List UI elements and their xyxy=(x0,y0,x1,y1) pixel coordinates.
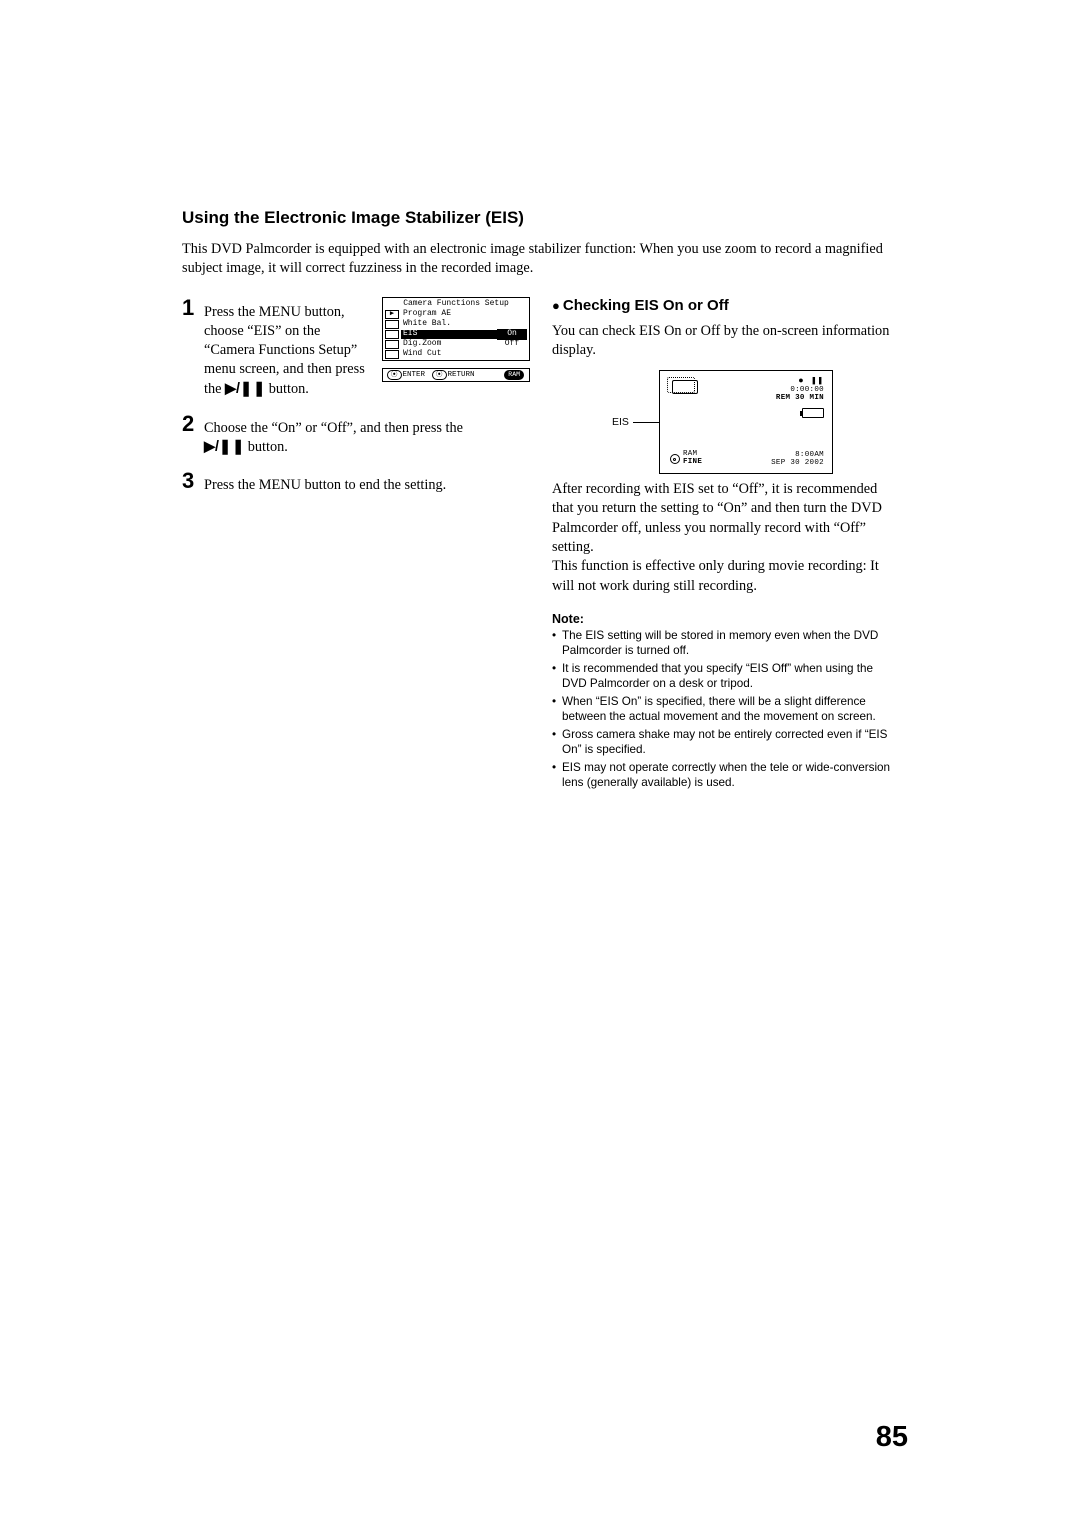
menu-footer: ⦿ENTER ⦿RETURN RAM xyxy=(382,368,530,381)
enter-pill: ⦿ xyxy=(387,370,402,379)
menu-row: White Bal. xyxy=(385,319,527,329)
play-pause-icon: ▶/❚ ❚ xyxy=(225,381,265,397)
menu-row-label: Wind Cut xyxy=(401,350,497,359)
eis-callout-label: EIS xyxy=(612,416,629,428)
play-pause-icon: ▶/❚ ❚ xyxy=(204,439,244,455)
menu-row-icon xyxy=(385,320,399,329)
columns: 1 Press the MENU button, choose “EIS” on… xyxy=(182,297,900,794)
note-item: It is recommended that you specify “EIS … xyxy=(552,662,900,692)
return-label: RETURN xyxy=(448,371,475,379)
ram-pill: RAM xyxy=(504,370,524,379)
eis-icon xyxy=(672,380,698,394)
menu-row-label: EIS xyxy=(401,330,497,339)
step-num-1: 1 xyxy=(182,297,198,319)
battery-icon xyxy=(802,408,824,418)
note-item: Gross camera shake may not be entirely c… xyxy=(552,728,900,758)
screen-clock: 8:00AM xyxy=(771,451,824,459)
note-item: When “EIS On” is specified, there will b… xyxy=(552,695,900,725)
screen-figure-wrap: EIS ● ❚❚ 0:00:00 REM 30 MIN RAM FINE xyxy=(612,370,900,474)
disc-icon xyxy=(670,454,680,464)
menu-row-label: Program AE xyxy=(401,310,497,319)
menu-row-label: Dig.Zoom xyxy=(401,340,497,349)
menu-row-icon xyxy=(385,340,399,349)
screen-bottom-left: RAM FINE xyxy=(670,451,702,467)
menu-box: Camera Functions Setup ▶Program AEWhite … xyxy=(382,297,530,362)
step-3-body: Press the MENU button to end the setting… xyxy=(204,470,446,495)
menu-row: ▶Program AE xyxy=(385,309,527,319)
step-2-text-a: Choose the “On” or “Off”, and then press… xyxy=(204,420,463,436)
step-2-body: Choose the “On” or “Off”, and then press… xyxy=(204,413,463,458)
left-column: 1 Press the MENU button, choose “EIS” on… xyxy=(182,297,530,794)
menu-row: Dig.ZoomOff xyxy=(385,339,527,349)
step-1: 1 Press the MENU button, choose “EIS” on… xyxy=(182,297,374,399)
menu-row-icon xyxy=(385,330,399,339)
screen-figure: ● ❚❚ 0:00:00 REM 30 MIN RAM FINE 8:00AM … xyxy=(659,370,833,474)
step-2: 2 Choose the “On” or “Off”, and then pre… xyxy=(182,413,530,458)
right-column: Checking EIS On or Off You can check EIS… xyxy=(552,297,900,794)
menu-row-icon: ▶ xyxy=(385,310,399,319)
menu-row-value: Off xyxy=(497,340,527,349)
menu-row: EISOn xyxy=(385,329,527,339)
step-3: 3 Press the MENU button to end the setti… xyxy=(182,470,530,495)
screen-date: SEP 30 2002 xyxy=(771,459,824,467)
note-item: EIS may not operate correctly when the t… xyxy=(552,761,900,791)
step-1-wrap: 1 Press the MENU button, choose “EIS” on… xyxy=(182,297,530,399)
screen-top-right: ● ❚❚ 0:00:00 REM 30 MIN xyxy=(776,377,824,402)
screen-ram: RAM xyxy=(683,450,697,458)
step-1-body: Press the MENU button, choose “EIS” on t… xyxy=(204,297,374,399)
enter-label: ENTER xyxy=(403,371,426,379)
step-2-text-b: button. xyxy=(244,439,288,455)
menu-row: Wind Cut xyxy=(385,349,527,359)
step-1-text-b: button. xyxy=(265,381,309,397)
step-num-2: 2 xyxy=(182,413,198,435)
notes-list: The EIS setting will be stored in memory… xyxy=(552,629,900,791)
eis-callout-line xyxy=(633,422,659,423)
menu-row-label: White Bal. xyxy=(401,320,497,329)
right-lead: You can check EIS On or Off by the on-sc… xyxy=(552,322,900,361)
step-num-3: 3 xyxy=(182,470,198,492)
screen-fine: FINE xyxy=(683,458,702,466)
menu-row-icon xyxy=(385,350,399,359)
after-text: After recording with EIS set to “Off”, i… xyxy=(552,480,900,596)
menu-figure: Camera Functions Setup ▶Program AEWhite … xyxy=(382,297,530,382)
screen-rem: REM 30 MIN xyxy=(776,394,824,402)
subsection-title: Checking EIS On or Off xyxy=(552,297,900,314)
note-heading: Note: xyxy=(552,612,900,626)
menu-title: Camera Functions Setup xyxy=(385,300,527,309)
section-title: Using the Electronic Image Stabilizer (E… xyxy=(182,208,900,228)
note-item: The EIS setting will be stored in memory… xyxy=(552,629,900,659)
return-pill: ⦿ xyxy=(432,370,447,379)
intro-text: This DVD Palmcorder is equipped with an … xyxy=(182,240,900,279)
screen-bottom-right: 8:00AM SEP 30 2002 xyxy=(771,451,824,468)
page-number: 85 xyxy=(876,1421,908,1454)
